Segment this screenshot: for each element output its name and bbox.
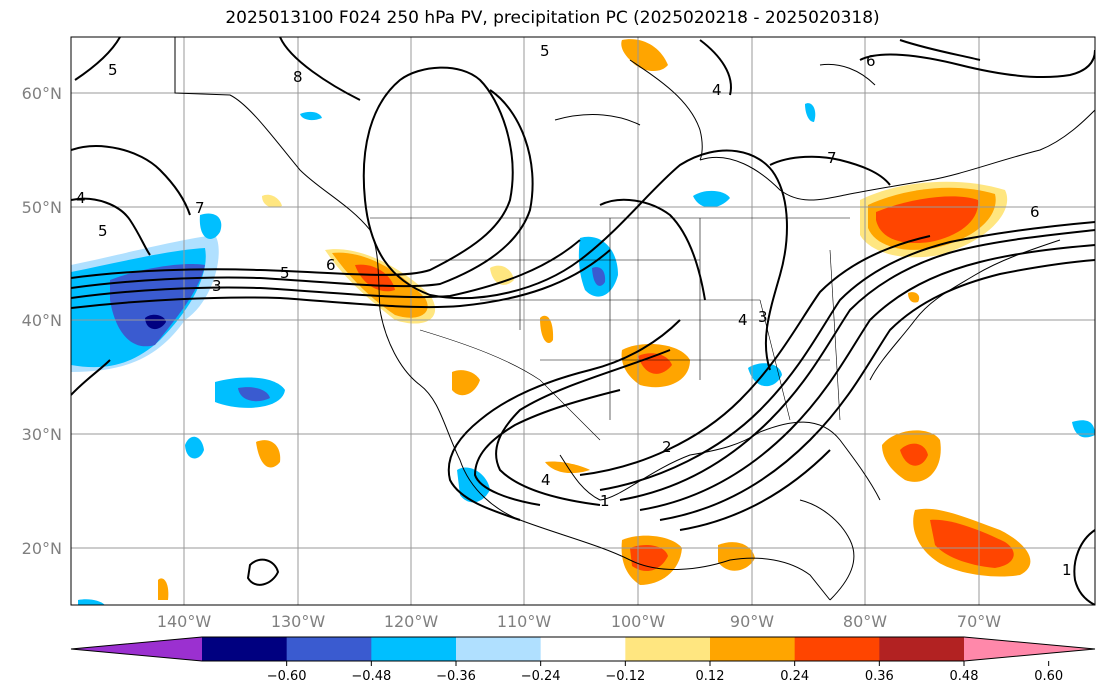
colorbar-extend-high xyxy=(964,637,1095,661)
colorbar-tick-label: 0.48 xyxy=(950,669,979,684)
contour-label: 1 xyxy=(600,492,610,510)
contour-label: 4 xyxy=(76,189,86,207)
contour-label: 7 xyxy=(827,149,837,167)
lat-label-50: 50°N xyxy=(22,198,62,217)
colorbar-tick-label: −0.48 xyxy=(351,669,391,684)
lat-label-20: 20°N xyxy=(22,539,62,558)
lat-label-60: 60°N xyxy=(22,84,62,103)
colorbar: −0.60 −0.48 −0.36 −0.24 −0.12 0.12 0.24 0.36 0.4… xyxy=(70,636,1096,684)
lon-label-70: 70°W xyxy=(957,612,1001,631)
lon-label-130: 130°W xyxy=(271,612,326,631)
colorbar-bin xyxy=(202,637,288,661)
lon-label-80: 80°W xyxy=(843,612,887,631)
contour-label: 3 xyxy=(212,277,222,295)
colorbar-outline xyxy=(70,636,1096,662)
map-title: 2025013100 F024 250 hPa PV, precipitatio… xyxy=(225,8,880,28)
colorbar-tick-label: 0.24 xyxy=(780,669,809,684)
contour-label: 5 xyxy=(540,42,550,60)
lon-label-110: 110°W xyxy=(497,612,552,631)
colorbar-bin xyxy=(710,637,796,661)
contour-label: 6 xyxy=(866,52,876,70)
colorbar-bin xyxy=(456,637,542,661)
colorbar-extend-low xyxy=(71,637,202,661)
contour-label: 4 xyxy=(738,311,748,329)
colorbar-bin xyxy=(625,637,711,661)
contour-label: 3 xyxy=(758,308,768,326)
graticule xyxy=(71,37,1095,605)
pv-contours xyxy=(71,37,1095,605)
colorbar-bin xyxy=(879,637,965,661)
colorbar-tick-label: −0.60 xyxy=(267,669,307,684)
colorbar-tick-label: −0.24 xyxy=(521,669,561,684)
lon-label-100: 100°W xyxy=(611,612,666,631)
contour-label: 7 xyxy=(195,199,205,217)
contour-label: 2 xyxy=(662,438,672,456)
contour-label: 5 xyxy=(108,61,118,79)
pv-contour-labels: 5 8 4 6 7 5 3 5 6 4 4 1 2 3 1 6 5 4 7 xyxy=(76,42,1072,579)
contour-label: 6 xyxy=(326,256,336,274)
map-frame xyxy=(70,36,1096,606)
lon-label-120: 120°W xyxy=(384,612,439,631)
colorbar-tick-label: 0.60 xyxy=(1034,669,1063,684)
contour-label: 4 xyxy=(541,471,551,489)
latitude-labels: 60°N 50°N 40°N 30°N 20°N xyxy=(22,84,62,558)
colorbar-bin xyxy=(794,637,880,661)
colorbar-tick-label: 0.12 xyxy=(696,669,725,684)
longitude-labels: 140°W 130°W 120°W 110°W 100°W 90°W 80°W … xyxy=(157,612,1001,631)
colorbar-tick-label: −0.36 xyxy=(436,669,476,684)
colorbar-bin xyxy=(286,637,372,661)
lon-label-90: 90°W xyxy=(730,612,774,631)
contour-label: 5 xyxy=(98,222,108,240)
contour-label: 8 xyxy=(293,68,303,86)
contour-label: 6 xyxy=(1030,203,1040,221)
colorbar-bin xyxy=(371,637,457,661)
contour-label: 4 xyxy=(712,81,722,99)
lon-label-140: 140°W xyxy=(157,612,212,631)
colorbar-tick-label: 0.36 xyxy=(865,669,894,684)
contour-label: 5 xyxy=(280,264,290,282)
colorbar-tick-label: −0.12 xyxy=(605,669,645,684)
colorbar-bin xyxy=(540,637,626,661)
lat-label-30: 30°N xyxy=(22,425,62,444)
lat-label-40: 40°N xyxy=(22,311,62,330)
contour-label: 1 xyxy=(1062,561,1072,579)
